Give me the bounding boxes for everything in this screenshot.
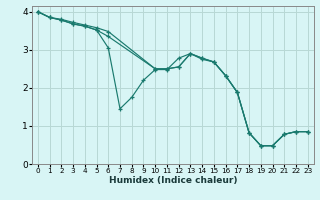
X-axis label: Humidex (Indice chaleur): Humidex (Indice chaleur) xyxy=(108,176,237,185)
